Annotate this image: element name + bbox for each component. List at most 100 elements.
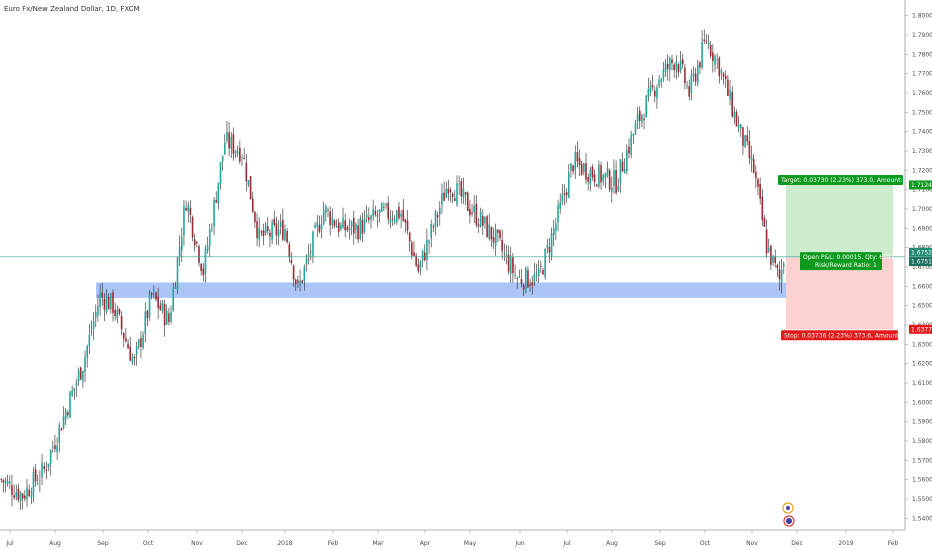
x-tick-label: Jun bbox=[514, 540, 525, 547]
candle bbox=[277, 219, 280, 246]
candle bbox=[759, 177, 761, 205]
candle bbox=[587, 173, 589, 191]
candle bbox=[707, 34, 710, 49]
candle bbox=[342, 207, 344, 229]
candle bbox=[709, 41, 712, 59]
x-tick-label: Aug bbox=[49, 540, 61, 547]
candle bbox=[632, 133, 635, 145]
candle bbox=[150, 291, 153, 300]
candle bbox=[505, 244, 508, 265]
candle bbox=[92, 312, 95, 340]
y-tick-label: 1.74000 bbox=[912, 129, 932, 136]
candle bbox=[114, 302, 116, 321]
candle bbox=[742, 126, 744, 155]
candle bbox=[421, 250, 424, 268]
candle bbox=[509, 246, 512, 283]
pnl-label: Open P&L: 0.00015, Qty: 6691Risk/Reward … bbox=[800, 252, 895, 271]
candle bbox=[148, 289, 151, 322]
candle bbox=[224, 134, 226, 156]
candle bbox=[757, 177, 759, 196]
candle bbox=[557, 199, 559, 231]
candle bbox=[724, 70, 727, 89]
chart-title: Euro Fx/New Zealand Dollar, 1D, FXCM bbox=[4, 5, 140, 13]
event-marker-icon[interactable] bbox=[782, 502, 794, 514]
candle bbox=[593, 169, 596, 187]
candle bbox=[0, 477, 2, 483]
candle bbox=[576, 141, 579, 168]
candle bbox=[361, 212, 364, 243]
candle bbox=[157, 287, 159, 319]
candle bbox=[583, 162, 585, 176]
candle bbox=[372, 199, 374, 222]
candle bbox=[11, 474, 13, 507]
candle bbox=[159, 300, 162, 311]
x-tick-label: Sep bbox=[97, 540, 109, 547]
candle bbox=[271, 219, 273, 245]
candle bbox=[215, 191, 217, 204]
candle bbox=[178, 235, 181, 267]
candle bbox=[348, 218, 351, 240]
candle bbox=[4, 477, 7, 493]
candle bbox=[211, 223, 213, 232]
candle bbox=[623, 158, 626, 174]
candle bbox=[393, 215, 396, 225]
candle bbox=[325, 204, 327, 222]
candle bbox=[770, 244, 772, 271]
y-tick-label: 1.72000 bbox=[912, 167, 932, 174]
candle bbox=[692, 66, 695, 83]
candle bbox=[673, 62, 675, 78]
candle bbox=[679, 51, 682, 74]
candle bbox=[718, 56, 721, 84]
candle bbox=[544, 247, 546, 280]
candle bbox=[574, 145, 577, 180]
candle bbox=[619, 159, 622, 193]
candle bbox=[552, 219, 555, 247]
candle bbox=[310, 243, 312, 261]
candle bbox=[602, 173, 604, 186]
candle bbox=[542, 267, 544, 276]
y-tick-label: 1.61000 bbox=[912, 380, 932, 387]
target-zone[interactable] bbox=[786, 184, 893, 258]
candle bbox=[527, 266, 529, 289]
candle bbox=[45, 461, 48, 480]
candle bbox=[651, 74, 654, 91]
candle bbox=[243, 148, 245, 160]
event-marker-icon[interactable] bbox=[783, 515, 795, 527]
candle bbox=[688, 79, 690, 101]
candle bbox=[290, 252, 293, 266]
candle bbox=[456, 175, 458, 207]
candle bbox=[484, 216, 486, 229]
candle bbox=[776, 263, 779, 278]
candle bbox=[675, 55, 678, 80]
x-tick-label: Dec bbox=[236, 540, 248, 547]
candle bbox=[122, 332, 125, 348]
candle bbox=[611, 176, 613, 203]
candle bbox=[638, 106, 641, 129]
candle bbox=[767, 238, 770, 254]
candle bbox=[374, 205, 377, 217]
candle bbox=[316, 214, 319, 238]
candle bbox=[181, 227, 183, 262]
candle bbox=[34, 464, 37, 487]
candle bbox=[439, 201, 441, 226]
candle bbox=[507, 245, 510, 275]
candle bbox=[765, 219, 768, 258]
candle bbox=[118, 308, 121, 316]
candle bbox=[357, 218, 359, 244]
target-price-tag: 1.71244 bbox=[909, 180, 932, 190]
candle bbox=[144, 302, 147, 343]
candle bbox=[138, 338, 140, 350]
candle bbox=[645, 94, 647, 118]
candle bbox=[533, 262, 536, 286]
candle bbox=[88, 324, 91, 354]
candle bbox=[529, 278, 531, 292]
candle bbox=[163, 299, 166, 337]
support-zone[interactable] bbox=[96, 282, 811, 298]
candle bbox=[464, 191, 467, 206]
candle bbox=[64, 407, 67, 426]
x-tick-label: Feb bbox=[328, 540, 339, 547]
candle bbox=[494, 223, 497, 256]
x-tick-label: Oct bbox=[143, 540, 154, 547]
candle bbox=[411, 240, 413, 260]
